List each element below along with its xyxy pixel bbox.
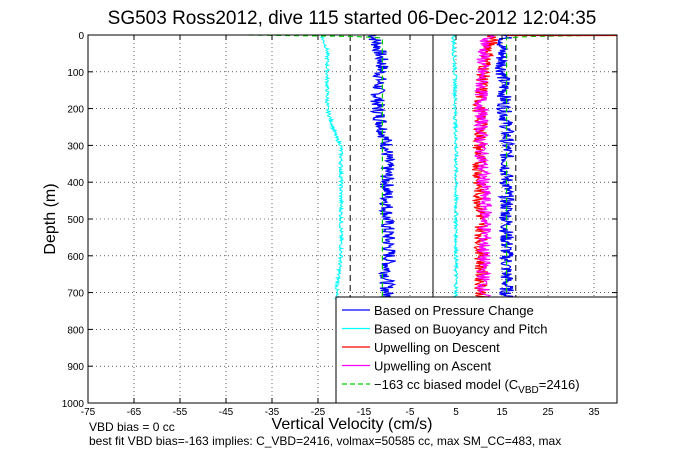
x-tick-label: 15	[496, 407, 508, 418]
y-tick-label: 100	[67, 68, 84, 79]
y-tick-label: 800	[67, 325, 84, 336]
legend-box	[335, 296, 618, 404]
y-tick-label: 1000	[62, 399, 85, 410]
footer-vbd-bias: VBD bias = 0 cc	[89, 420, 175, 434]
x-tick-label: -5	[406, 407, 415, 418]
series-layer	[248, 34, 618, 301]
legend-label: Based on Buoyancy and Pitch	[374, 322, 547, 337]
series-line-model-descent	[248, 34, 383, 300]
y-tick-label: 0	[78, 31, 84, 42]
legend: Based on Pressure Change Based on Buoyanc…	[335, 296, 618, 404]
series-line-based-on-buoyancy-and-pitch	[450, 34, 460, 301]
series-line-based-on-pressure-change	[368, 34, 397, 301]
series-line-based-on-buoyancy-and-pitch	[319, 34, 345, 301]
x-tick-label: -75	[81, 407, 96, 418]
footer-best-fit: best fit VBD bias=-163 implies: C_VBD=24…	[89, 434, 561, 448]
x-tick-label: 35	[588, 407, 600, 418]
series-line-model-ascent	[506, 34, 618, 300]
legend-label: Based on Pressure Change	[374, 303, 534, 318]
y-axis-label: Depth (m)	[42, 183, 59, 254]
x-tick-label: -15	[357, 407, 372, 418]
x-tick-label: 5	[453, 407, 459, 418]
x-axis-label: Vertical Velocity (cm/s)	[272, 416, 433, 433]
y-tick-label: 200	[67, 105, 84, 116]
y-tick-label: 500	[67, 215, 84, 226]
x-tick-label: -35	[265, 407, 280, 418]
series-line-based-on-pressure-change	[494, 34, 516, 301]
y-tick-label: 900	[67, 362, 84, 373]
chart-title: SG503 Ross2012, dive 115 started 06-Dec-…	[108, 8, 597, 29]
legend-label: Upwelling on Ascent	[374, 359, 491, 374]
x-tick-label: 25	[542, 407, 554, 418]
x-axis-ticks: -75 -65 -55 -45 -35 -25 -15 -5 5 15 25 35	[81, 35, 600, 418]
legend-label: Upwelling on Descent	[374, 340, 500, 355]
x-tick-label: -25	[311, 407, 326, 418]
y-tick-label: 700	[67, 289, 84, 300]
y-tick-label: 400	[67, 178, 84, 189]
series-line-upwelling-on-ascent	[473, 34, 496, 301]
y-axis-ticks: 0 100 200 300 400 500 600 700 800 900 1000	[62, 31, 617, 410]
x-tick-label: -45	[219, 407, 234, 418]
x-tick-label: -55	[173, 407, 188, 418]
y-tick-label: 300	[67, 141, 84, 152]
x-tick-label: -65	[127, 407, 142, 418]
y-tick-label: 600	[67, 252, 84, 263]
